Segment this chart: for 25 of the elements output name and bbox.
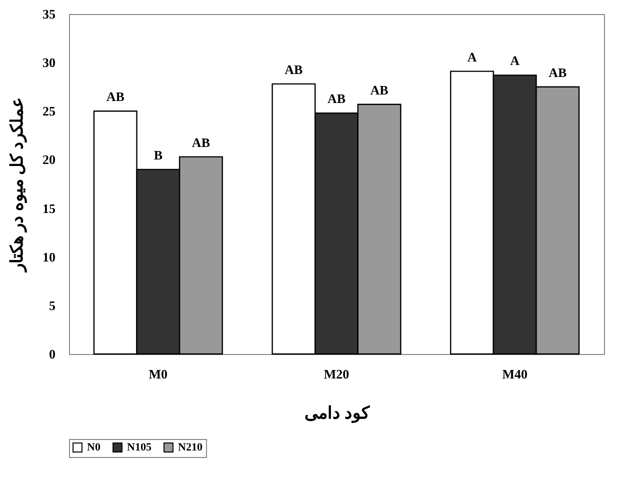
y-tick-label: 25 [42, 104, 56, 119]
y-tick-label: 10 [42, 249, 56, 264]
legend-label: N0 [87, 442, 101, 454]
annotation: AB [106, 89, 125, 104]
x-tick-label: M0 [148, 366, 168, 382]
y-tick-label: 5 [49, 298, 56, 313]
legend-label: N105 [127, 442, 152, 454]
annotation: AB [284, 62, 304, 77]
y-axis-title: عملکرد کل میوه در هکتار [8, 98, 28, 274]
x-tick-label: M40 [502, 366, 528, 382]
y-tick-label: 0 [49, 346, 56, 362]
annotation: AB [370, 82, 389, 98]
annotation: A [510, 53, 520, 68]
y-tick-label: 20 [42, 152, 56, 168]
legend-label: N210 [178, 442, 203, 454]
y-tick-label: 15 [42, 200, 56, 216]
y-tick-label: 30 [42, 55, 56, 70]
annotation: AB [548, 64, 567, 80]
annotation: AB [327, 91, 346, 106]
annotation: AB [192, 134, 210, 150]
x-axis-title: کود دامی [304, 404, 371, 424]
annotation: A [467, 49, 478, 64]
annotation: B [154, 147, 163, 162]
y-tick-label: 35 [42, 6, 56, 22]
x-tick-label: M20 [324, 366, 350, 382]
